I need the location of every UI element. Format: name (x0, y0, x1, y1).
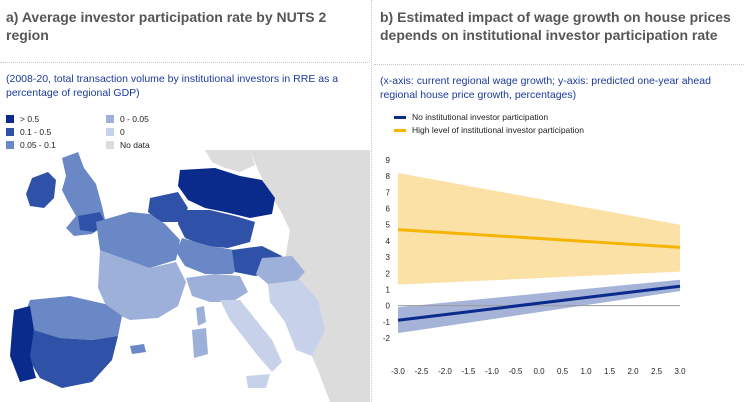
map-region-balkans (268, 280, 325, 356)
map-region-corsica (196, 306, 206, 326)
map-region-sardinia (192, 328, 208, 358)
panel-a-title: a) Average investor participation rate b… (6, 9, 327, 43)
map-region-balearics (130, 344, 146, 354)
panel-a-subtitle: (2008-20, total transaction volume by in… (6, 73, 339, 99)
legend-label: > 0.5 (20, 113, 40, 124)
x-tick-label: -1.0 (485, 367, 499, 376)
map-region-italy-north (186, 274, 248, 302)
panel-a-rule (0, 62, 370, 63)
x-tick-label: 1.0 (580, 367, 592, 376)
legend-swatch (106, 127, 114, 136)
map-region-sicily (246, 374, 270, 388)
x-tick-label: 0.0 (533, 367, 545, 376)
map-region-spain-south (28, 330, 118, 388)
map-region-south-germany (176, 238, 248, 274)
y-tick-label: 5 (386, 221, 391, 230)
y-tick-label: 3 (386, 253, 391, 262)
x-tick-label: 3.0 (674, 367, 686, 376)
legend-line-swatch (394, 115, 406, 119)
map-region-france-north (96, 212, 180, 268)
legend-item-005-01: 0.05 - 0.1 (6, 139, 56, 150)
map-region-spain-north (24, 296, 122, 340)
confidence-band (398, 279, 680, 334)
legend-line-swatch (394, 128, 406, 132)
panel-b-subtitle: (x-axis: current regional wage growth; y… (380, 75, 711, 101)
legend-series-label: No institutional investor participation (412, 112, 549, 122)
legend-series-high: High level of institutional investor par… (394, 125, 584, 135)
legend-item-gt05: > 0.5 (6, 113, 39, 124)
panel-divider (371, 0, 372, 402)
panel-b-title: b) Estimated impact of wage growth on ho… (380, 9, 731, 43)
legend-swatch (6, 127, 14, 136)
legend-series-none: No institutional investor participation (394, 112, 548, 122)
legend-item-no-data: No data (106, 139, 150, 150)
legend-label: 0 (120, 126, 125, 137)
y-tick-label: 7 (386, 188, 391, 197)
confidence-band (398, 172, 680, 285)
legend-label: 0.1 - 0.5 (20, 126, 52, 137)
series-line (397, 228, 681, 249)
x-tick-label: 2.5 (651, 367, 663, 376)
legend-label: No data (120, 139, 150, 150)
panel-b: b) Estimated impact of wage growth on ho… (374, 0, 744, 402)
map-region-hungary (256, 256, 305, 286)
x-tick-label: -1.5 (462, 367, 476, 376)
y-tick-label: 0 (386, 302, 391, 311)
x-tick-label: -2.0 (438, 367, 452, 376)
legend-item-zero: 0 (106, 126, 125, 137)
y-tick-label: 8 (386, 172, 391, 181)
x-tick-label: -2.5 (415, 367, 429, 376)
y-tick-label: 4 (386, 237, 391, 246)
y-tick-label: 2 (386, 269, 391, 278)
legend-swatch (6, 140, 14, 149)
europe-map (10, 150, 370, 402)
y-tick-label: 9 (386, 156, 391, 165)
panel-b-rule (374, 64, 744, 65)
map-region-north-germany (178, 168, 275, 218)
x-tick-label: 0.5 (557, 367, 569, 376)
map-region-benelux (148, 192, 188, 222)
map-region-no-data-east (250, 150, 370, 402)
x-tick-label: 1.5 (604, 367, 616, 376)
legend-swatch (6, 114, 14, 123)
y-tick-label: -2 (383, 334, 391, 343)
map-region-ireland (26, 172, 56, 208)
legend-item-0-005: 0 - 0.05 (106, 113, 149, 124)
y-tick-label: -1 (383, 318, 391, 327)
x-tick-label: 2.0 (627, 367, 639, 376)
x-tick-label: -0.5 (509, 367, 523, 376)
y-tick-label: 1 (386, 285, 391, 294)
map-region-central-germany (178, 210, 255, 248)
series-line (397, 284, 681, 322)
map-region-france-south (98, 250, 186, 320)
legend-series-label: High level of institutional investor par… (412, 125, 584, 135)
legend-swatch (106, 114, 114, 123)
legend-label: 0.05 - 0.1 (20, 139, 56, 150)
panel-a: a) Average investor participation rate b… (0, 0, 370, 402)
y-tick-label: 6 (386, 205, 391, 214)
legend-swatch (106, 140, 114, 149)
map-region-portugal (10, 306, 36, 382)
map-region-italy-south (220, 300, 282, 372)
x-tick-label: -3.0 (391, 367, 405, 376)
legend-item-01-05: 0.1 - 0.5 (6, 126, 51, 137)
map-region-scandinavia (205, 150, 255, 172)
line-chart: -2 -1 0 1 2 3 4 5 6 7 8 9 -3.0 -2.5 -2.0 -1.5 -1.0 -0.5 0.… (383, 156, 686, 376)
legend-label: 0 - 0.05 (120, 113, 149, 124)
